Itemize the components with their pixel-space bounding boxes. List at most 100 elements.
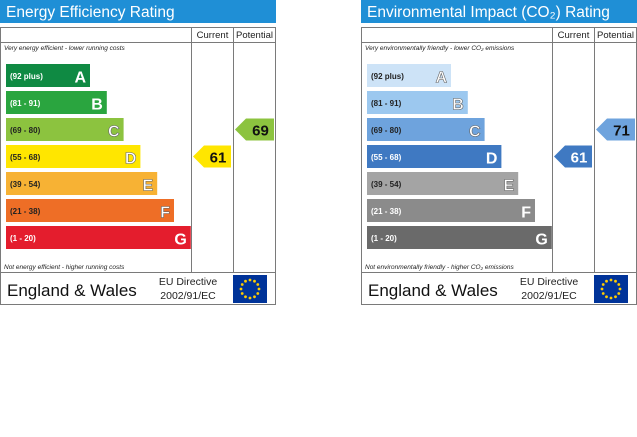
top-note: Very environmentally friendly - lower CO… [365, 45, 515, 52]
band-range-label: (1 - 20) [371, 234, 397, 243]
eu-star [605, 295, 608, 299]
band-letter: D [486, 151, 498, 168]
current-column-header: Current [197, 30, 229, 41]
current-column-header: Current [558, 30, 590, 41]
band-letter: B [91, 97, 103, 114]
eu-star [244, 279, 247, 283]
chart-header-bar [361, 0, 637, 23]
band-bar [367, 199, 535, 222]
band-range-label: (81 - 91) [10, 99, 41, 108]
band-bar [6, 64, 90, 87]
eu-star [601, 283, 605, 286]
band-range-label: (81 - 91) [371, 99, 402, 108]
band-letter: G [174, 232, 186, 249]
band-f: (21 - 38) F [367, 199, 535, 222]
eu-star [601, 292, 605, 295]
eu-star [605, 279, 608, 283]
current-rating-value: 61 [571, 150, 588, 167]
band-a: (92 plus) A [367, 64, 451, 87]
eu-star [240, 292, 244, 295]
band-letter: F [160, 205, 170, 222]
top-note: Very energy efficient - lower running co… [4, 45, 126, 52]
chart-header-bar [0, 0, 276, 23]
eu-star [617, 292, 621, 295]
region-label: England & Wales [7, 281, 137, 300]
band-range-label: (92 plus) [371, 72, 404, 81]
eu-star [614, 279, 617, 283]
band-letter: A [435, 70, 447, 87]
eu-star [256, 292, 260, 295]
band-f: (21 - 38) F [6, 199, 174, 222]
band-bar [6, 226, 191, 249]
band-b: (81 - 91) B [6, 91, 107, 114]
band-bar [6, 172, 158, 195]
eu-star [253, 279, 256, 283]
potential-rating-arrow: 71 [596, 118, 635, 141]
directive-line-1: EU Directive [159, 276, 218, 288]
band-letter: C [108, 124, 120, 141]
band-range-label: (21 - 38) [10, 207, 41, 216]
band-d: (55 - 68) D [367, 145, 502, 168]
band-g: (1 - 20) G [367, 226, 552, 249]
current-rating-value: 61 [210, 150, 227, 167]
bottom-note: Not environmentally friendly - higher CO… [365, 264, 515, 271]
band-bar [367, 64, 451, 87]
band-b: (81 - 91) B [367, 91, 468, 114]
current-rating-arrow-shape [193, 145, 231, 168]
potential-rating-value: 69 [252, 123, 269, 140]
eu-star [609, 278, 613, 282]
band-bar [367, 226, 552, 249]
band-range-label: (69 - 80) [371, 126, 402, 135]
directive-line-1: EU Directive [520, 276, 579, 288]
band-e: (39 - 54) E [6, 172, 158, 195]
band-c: (69 - 80) C [6, 118, 124, 141]
potential-rating-arrow: 69 [235, 118, 274, 141]
band-range-label: (55 - 68) [371, 153, 402, 162]
rating-chart-svg: Environmental Impact (CO₂) Rating Current… [361, 0, 637, 305]
band-bar [367, 91, 468, 114]
current-rating-arrow: 61 [193, 145, 231, 168]
eu-star [614, 295, 617, 299]
band-bar [367, 118, 485, 141]
potential-rating-value: 71 [613, 123, 630, 140]
band-letter: F [521, 205, 531, 222]
eu-star [609, 296, 613, 300]
band-range-label: (39 - 54) [10, 180, 41, 189]
current-rating-arrow-shape [554, 145, 592, 168]
eu-star [248, 278, 252, 282]
chart-title: Environmental Impact (CO₂) Rating [367, 4, 610, 21]
eu-star [239, 287, 243, 291]
environmental-impact-chart: Environmental Impact (CO₂) Rating Current… [361, 0, 637, 305]
rating-chart-svg: Energy Efficiency Rating Current Potential… [0, 0, 276, 305]
directive-line-2: 2002/91/EC [521, 290, 577, 302]
band-letter: D [125, 151, 137, 168]
band-letter: E [504, 178, 515, 195]
band-bar [367, 172, 519, 195]
band-range-label: (39 - 54) [371, 180, 402, 189]
eu-star [248, 296, 252, 300]
band-range-label: (1 - 20) [10, 234, 36, 243]
band-letter: C [469, 124, 481, 141]
band-bar [6, 118, 124, 141]
potential-rating-arrow-shape [235, 118, 274, 141]
eu-star [600, 287, 604, 291]
band-letter: B [452, 97, 464, 114]
energy-efficiency-chart: Energy Efficiency Rating Current Potential… [0, 0, 276, 305]
band-e: (39 - 54) E [367, 172, 519, 195]
eu-star [253, 295, 256, 299]
region-label: England & Wales [368, 281, 498, 300]
eu-star [256, 283, 260, 286]
eu-star [244, 295, 247, 299]
band-c: (69 - 80) C [367, 118, 485, 141]
band-a: (92 plus) A [6, 64, 90, 87]
eu-star [618, 287, 622, 291]
eu-star [617, 283, 621, 286]
band-letter: E [143, 178, 154, 195]
eu-flag-icon [233, 275, 267, 303]
directive-line-2: 2002/91/EC [160, 290, 216, 302]
potential-column-header: Potential [236, 30, 273, 41]
band-range-label: (21 - 38) [371, 207, 402, 216]
chart-title: Energy Efficiency Rating [6, 4, 175, 21]
current-rating-arrow: 61 [554, 145, 592, 168]
bottom-note: Not energy efficient - higher running co… [4, 264, 125, 271]
